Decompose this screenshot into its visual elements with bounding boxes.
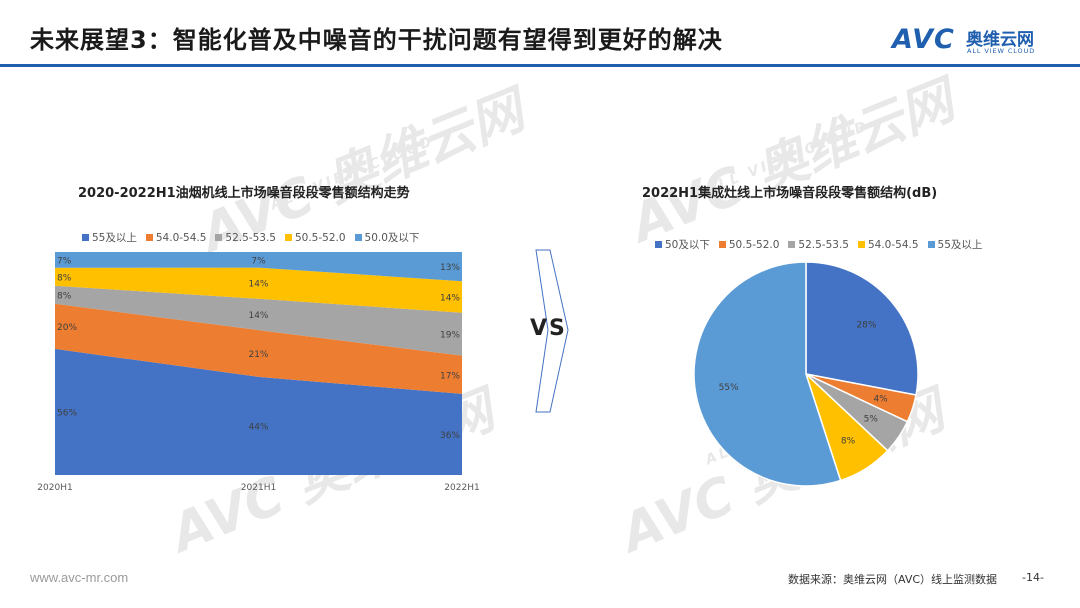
area-data-label: 17% <box>440 371 460 381</box>
area-data-label: 8% <box>57 273 72 283</box>
brand-name-cn: 奥维云网 <box>966 30 1034 50</box>
area-legend-item-4-swatch <box>354 234 362 241</box>
area-legend-item-1-swatch <box>145 234 153 241</box>
area-legend-item-0: 55及以上 <box>82 230 137 245</box>
area-legend-item-0-label: 55及以上 <box>92 232 137 244</box>
brand-name-en: ALL VIEW CLOUD <box>967 47 1036 55</box>
pie-legend-item-3-label: 54.0-54.5 <box>867 238 919 251</box>
area-data-label: 7% <box>57 256 72 266</box>
pie-legend-item-1-label: 50.5-52.0 <box>728 238 780 251</box>
pie-legend-item-4-swatch <box>927 241 935 248</box>
brand-logo: AVC 奥维云网 ALL VIEW CLOUD <box>892 24 1052 58</box>
title-divider <box>0 64 1080 67</box>
area-legend-item-4-label: 50.0及以下 <box>364 232 420 244</box>
pie-legend-item-1-swatch <box>718 241 726 248</box>
area-legend-item-2-swatch <box>215 234 223 241</box>
area-legend-item-0-swatch <box>82 234 89 241</box>
area-data-label: 21% <box>248 350 268 360</box>
pie-legend-item-0-swatch <box>655 241 662 248</box>
area-legend-item-2: 52.5-53.5 <box>215 232 276 244</box>
pie-data-label: 8% <box>841 437 856 447</box>
area-data-label: 8% <box>57 291 72 301</box>
area-series-3 <box>55 267 462 313</box>
area-data-label: 19% <box>440 331 460 341</box>
area-series-2 <box>55 285 462 356</box>
page-title: 未来展望3：智能化普及中噪音的干扰问题有望得到更好的解决 <box>30 26 723 54</box>
area-x-tick-label: 2022H1 <box>444 483 479 493</box>
pie-data-label: 4% <box>873 395 888 405</box>
pie-legend-item-3: 54.0-54.5 <box>857 238 919 251</box>
area-legend-item-3: 50.5-52.0 <box>284 231 346 244</box>
pie-legend-item-0: 50及以下 <box>655 237 710 252</box>
pie-slice-0 <box>805 261 919 396</box>
area-series-0 <box>55 348 462 475</box>
pie-data-label: 28% <box>856 321 876 331</box>
area-legend-item-3-label: 50.5-52.0 <box>294 231 346 244</box>
pie-slice-4 <box>693 261 842 487</box>
page-number: -14- <box>1022 571 1044 584</box>
area-legend-item-2-label: 52.5-53.5 <box>225 231 276 244</box>
area-data-label: 20% <box>57 323 77 333</box>
area-chart-legend: 55及以上 54.0-54.5 52.5-53.5 50.5-52.0 50.0及以下 <box>82 230 428 245</box>
area-legend-item-4: 50.0及以下 <box>354 230 420 245</box>
area-data-label: 44% <box>248 422 268 432</box>
area-data-label: 36% <box>440 431 460 441</box>
area-series-1 <box>55 303 462 394</box>
vs-label: VS <box>530 316 567 341</box>
pie-legend-item-0-label: 50及以下 <box>665 239 710 251</box>
area-x-tick-label: 2021H1 <box>241 483 276 493</box>
area-series-4 <box>55 252 462 282</box>
area-legend-item-3-swatch <box>284 234 292 241</box>
area-chart-title: 2020-2022H1油烟机线上市场噪音段段零售额结构走势 <box>78 186 410 201</box>
pie-data-label: 5% <box>864 415 879 425</box>
pie-legend-item-4: 55及以上 <box>927 237 983 252</box>
vs-arrow-shape <box>535 249 569 413</box>
pie-legend-item-2-label: 52.5-53.5 <box>798 238 849 251</box>
area-legend-item-1-label: 54.0-54.5 <box>155 231 207 244</box>
pie-legend-item-1: 50.5-52.0 <box>718 238 780 251</box>
pie-legend-item-3-swatch <box>857 241 865 248</box>
pie-data-label: 55% <box>719 383 739 393</box>
area-data-label: 14% <box>248 311 268 321</box>
area-data-label: 7% <box>251 256 266 266</box>
pie-chart-legend: 50及以下 50.5-52.0 52.5-53.5 54.0-54.5 55及以上 <box>655 237 991 252</box>
area-x-tick-label: 2020H1 <box>37 483 72 493</box>
area-data-label: 56% <box>57 408 77 418</box>
pie-legend-item-4-label: 55及以上 <box>937 239 983 251</box>
brand-mark: AVC <box>892 24 955 55</box>
pie-legend-item-2: 52.5-53.5 <box>788 239 849 251</box>
area-data-label: 14% <box>248 280 268 290</box>
area-data-label: 14% <box>440 294 460 304</box>
pie-chart-title: 2022H1集成灶线上市场噪音段段零售额结构(dB) <box>642 186 938 201</box>
footer-url: www.avc-mr.com <box>30 570 129 585</box>
area-data-label: 13% <box>440 263 460 273</box>
pie-legend-item-2-swatch <box>788 241 796 248</box>
data-source: 数据来源：奥维云网（AVC）线上监测数据 <box>788 573 998 586</box>
area-legend-item-1: 54.0-54.5 <box>145 231 207 244</box>
